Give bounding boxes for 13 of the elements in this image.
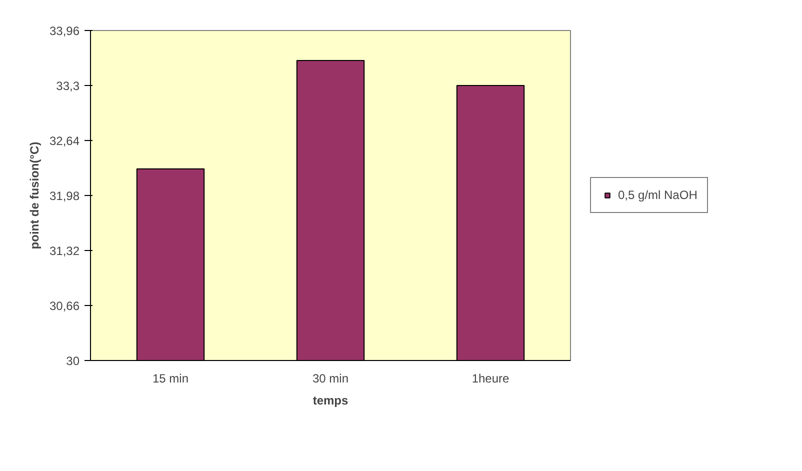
y-tick-label: 33,3 — [56, 79, 80, 93]
y-tick-label: 33,96 — [49, 24, 80, 38]
y-tick-label: 30 — [66, 354, 80, 368]
legend-label: 0,5 g/ml NaOH — [618, 188, 698, 202]
y-tick-label: 31,32 — [49, 244, 80, 258]
y-tick-label: 30,66 — [49, 299, 80, 313]
x-axis-title: temps — [312, 394, 348, 408]
x-tick-label: 30 min — [312, 372, 349, 386]
y-tick-label: 31,98 — [49, 189, 80, 203]
x-tick-label: 1heure — [472, 372, 510, 386]
x-tick-label: 15 min — [152, 372, 189, 386]
y-tick-label: 32,64 — [49, 134, 80, 148]
y-axis-title: point de fusion(°C) — [27, 142, 42, 250]
